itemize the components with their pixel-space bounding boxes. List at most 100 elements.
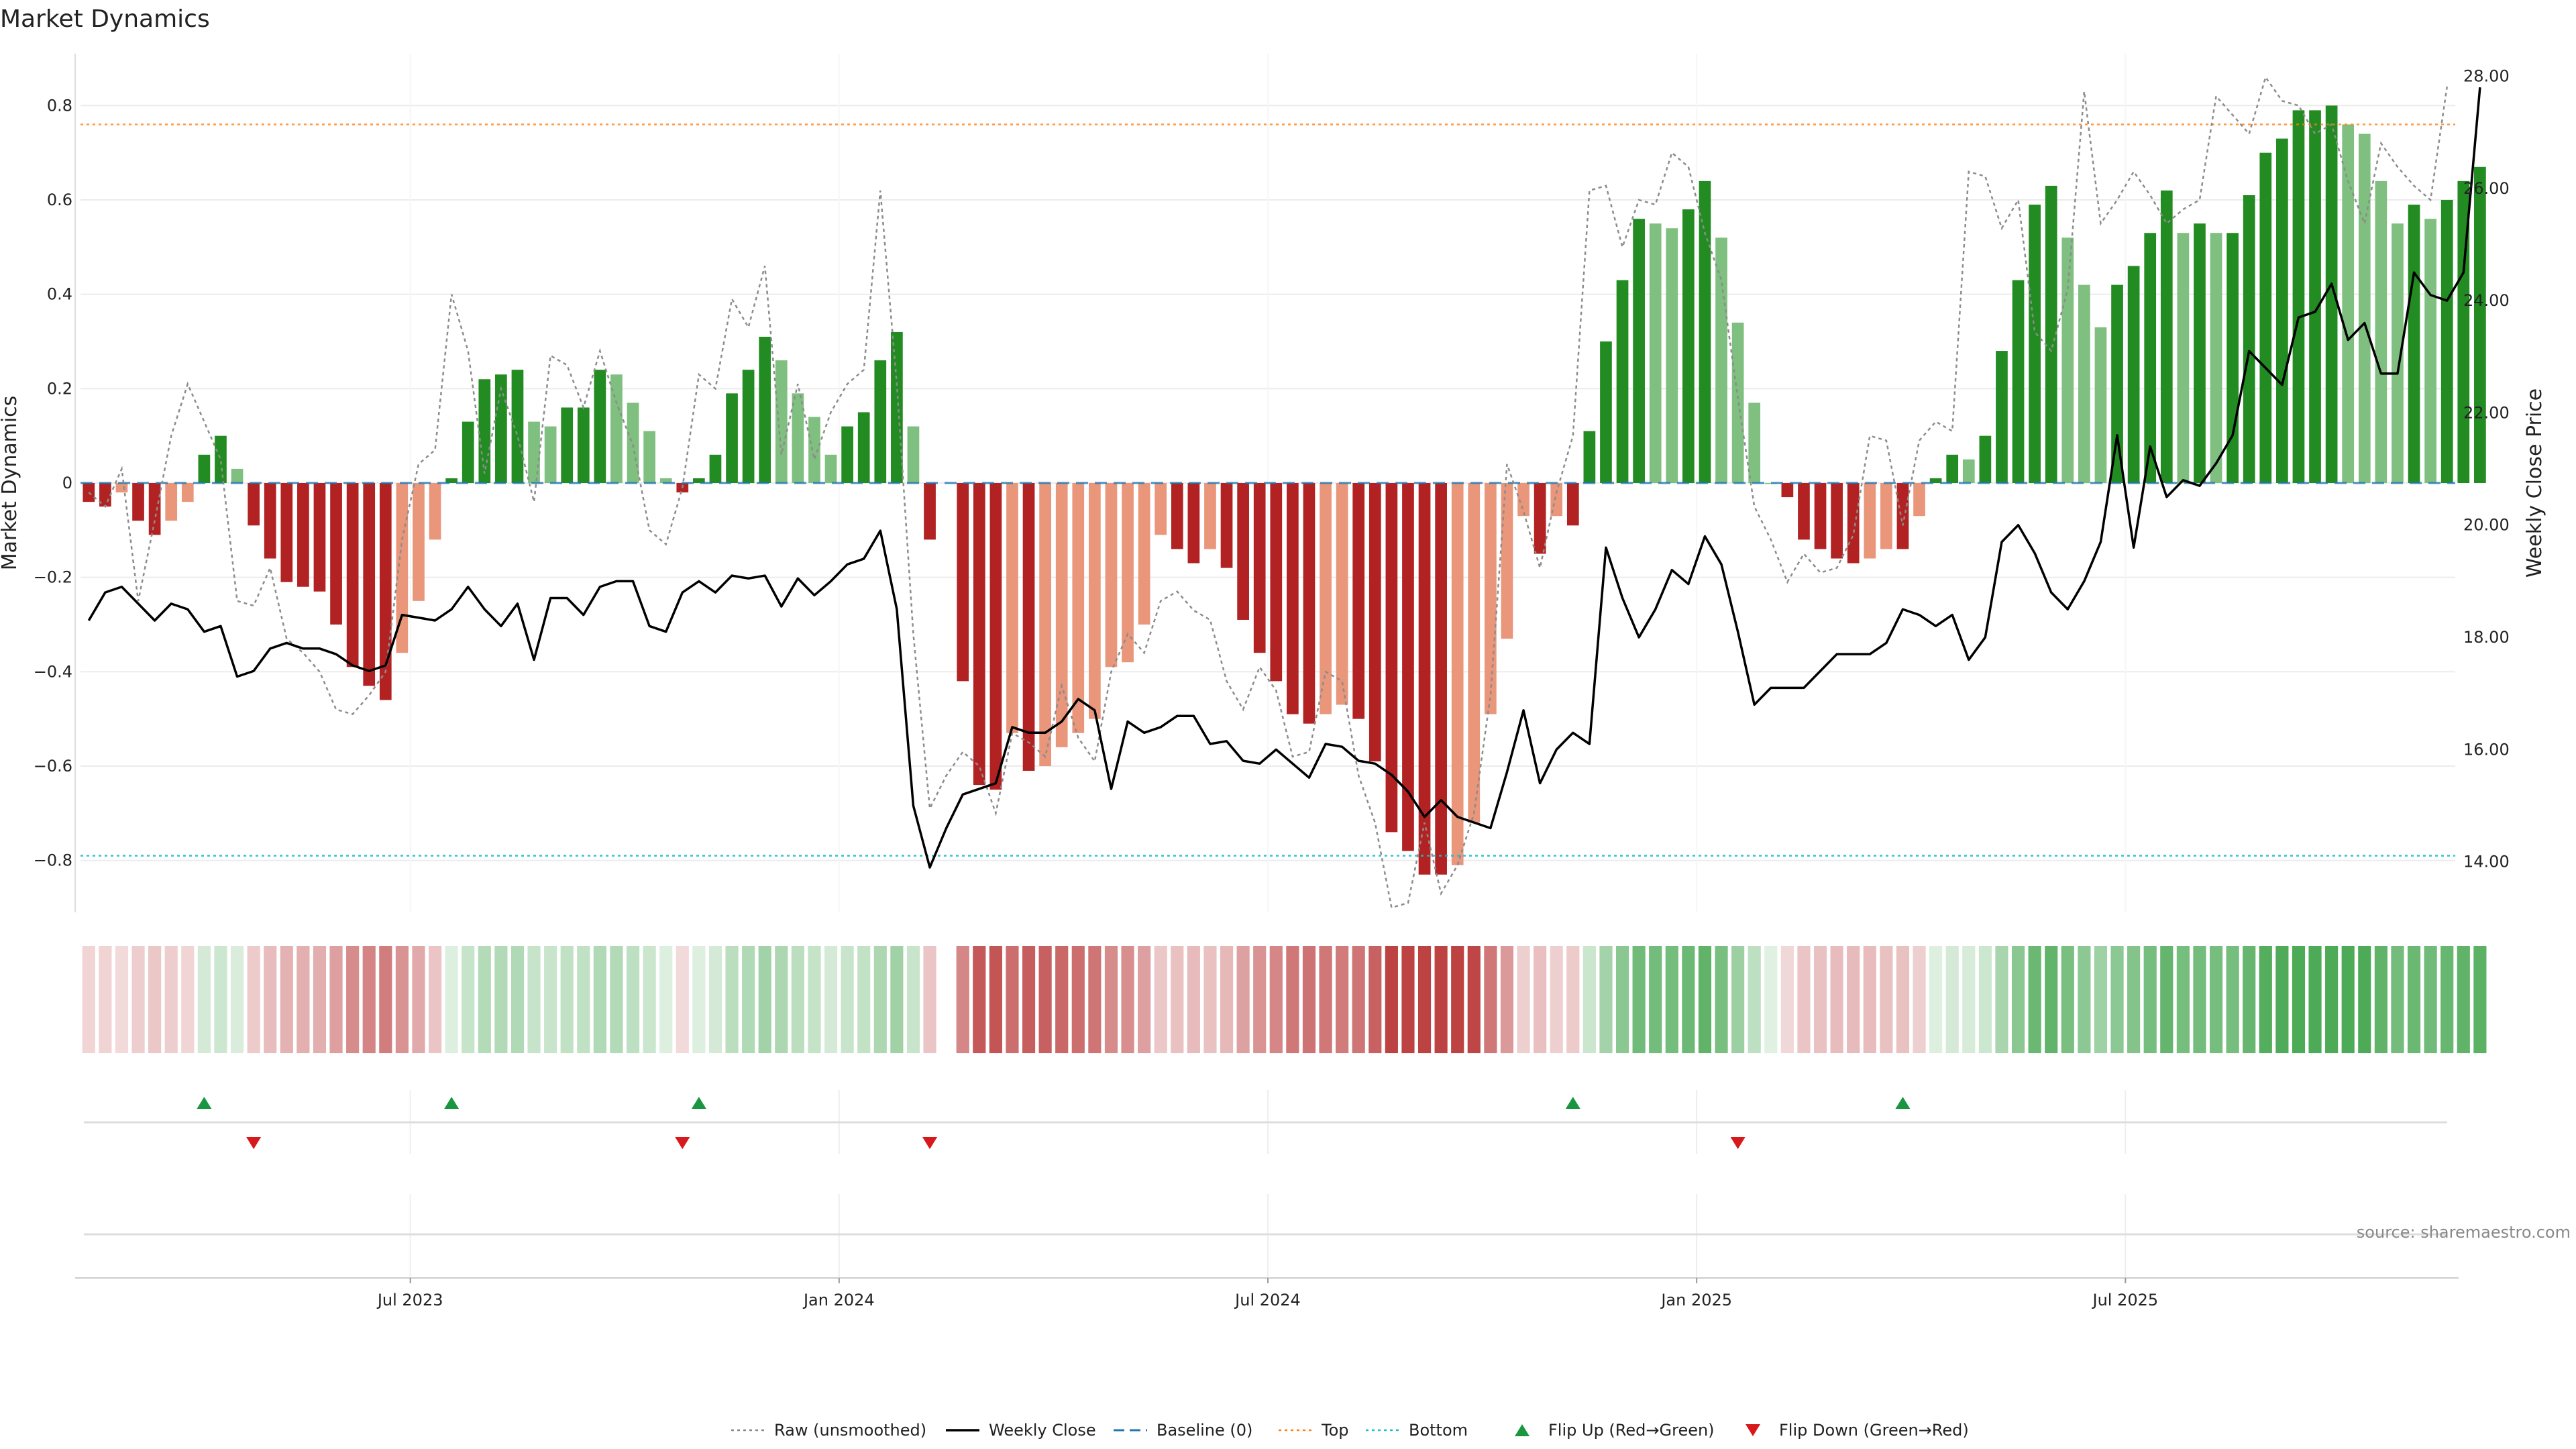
right-tick-label: 26.00 [2463,179,2510,198]
right-tick-label: 20.00 [2463,516,2510,535]
bar [924,483,936,540]
bar [891,331,903,483]
bar [1451,483,1464,865]
heatmap-cell [659,946,673,1053]
bar [2375,180,2387,483]
bar [1303,483,1316,724]
bar [1171,483,1183,549]
heatmap-cell [1534,946,1547,1053]
bar [1666,228,1678,483]
heatmap-cell [890,946,904,1053]
heatmap-cell [1813,946,1827,1053]
bar [775,360,788,483]
heatmap-cell [2259,946,2272,1053]
bar [1781,483,1794,498]
left-tick-label: 0.4 [47,285,72,304]
bar [841,426,853,483]
heatmap-cell [775,946,788,1053]
bar [594,370,606,483]
bar [115,483,128,493]
bar [726,393,738,483]
bar [495,374,507,483]
bar [313,483,326,592]
weekly-close-line [87,87,2481,869]
heatmap-cell [577,946,590,1053]
left-axis-label: Market Dynamics [0,396,21,571]
heatmap-cell [164,946,178,1053]
bar [1996,351,2008,483]
heatmap-cell [1649,946,1662,1053]
legend-item: Flip Up (Red→Green) [1515,1421,1715,1440]
bar [297,483,309,587]
heatmap-cell [1253,946,1267,1053]
heatmap-cell [2209,946,2223,1053]
heatmap-cell [197,946,211,1053]
bar [2424,219,2436,483]
bar [1352,483,1365,719]
heatmap-cell [1517,946,1530,1053]
bar [2342,124,2355,483]
heatmap-cell [1484,946,1497,1053]
heatmap-cell [560,946,574,1053]
heatmap-cell [1006,946,1019,1053]
bar [2259,152,2272,483]
heatmap-cell [181,946,195,1053]
bar [1039,483,1051,766]
bar [1072,483,1085,733]
legend-swatch [1746,1424,1760,1436]
heatmap-cell [346,946,360,1053]
bar [1946,454,1959,483]
heatmap-cell [610,946,623,1053]
bar [2276,138,2288,484]
bar [2078,284,2090,483]
bar [1287,483,1299,714]
heatmap-cell [1401,946,1415,1053]
heatmap-cell [1615,946,1629,1053]
bar [1368,483,1381,761]
heatmap-cell [824,946,838,1053]
heatmap-strip [82,946,2487,1053]
heatmap-cell [115,946,129,1053]
heatmap-cell [494,946,508,1053]
bar [1764,483,1777,484]
heatmap-cell [1748,946,1761,1053]
bar [231,468,244,483]
heatmap-cell [676,946,689,1053]
bar [989,483,1002,790]
bar [1748,402,1761,483]
heatmap-cell [1302,946,1316,1053]
heatmap-cell [1764,946,1778,1053]
heatmap-cell [1171,946,1184,1053]
bar [2045,185,2057,483]
heatmap-cell [247,946,260,1053]
bar [445,478,458,483]
right-axis-ticks: 28.00 26.00 24.00 22.00 20.00 18.00 16.00 14.00 [2463,66,2510,871]
bar [2194,223,2206,483]
heatmap-cell [395,946,409,1053]
heatmap-cell [1220,946,1234,1053]
heatmap-cell [1962,946,1976,1053]
legend-label: Baseline (0) [1157,1421,1252,1440]
right-tick-label: 28.00 [2463,66,2510,85]
bar [2127,266,2140,483]
right-tick-label: 14.00 [2463,853,2510,871]
heatmap-cell [99,946,112,1053]
heatmap-cell [2176,946,2190,1053]
bar [2226,233,2239,483]
bar [2160,190,2173,483]
bar [1649,223,1662,483]
left-tick-label: −0.2 [34,568,72,587]
heatmap-cell [758,946,771,1053]
bar [874,360,887,483]
right-axis-label: Weekly Close Price [2523,388,2546,578]
heatmap-cell [1582,946,1596,1053]
bar [165,483,178,521]
bar [2012,280,2025,483]
left-tick-label: 0 [62,474,72,492]
flip-down-marker [1730,1137,1746,1149]
heatmap-cell [626,946,640,1053]
heatmap-cell [1434,946,1448,1053]
bar [1831,483,1843,559]
bar [1006,483,1018,733]
